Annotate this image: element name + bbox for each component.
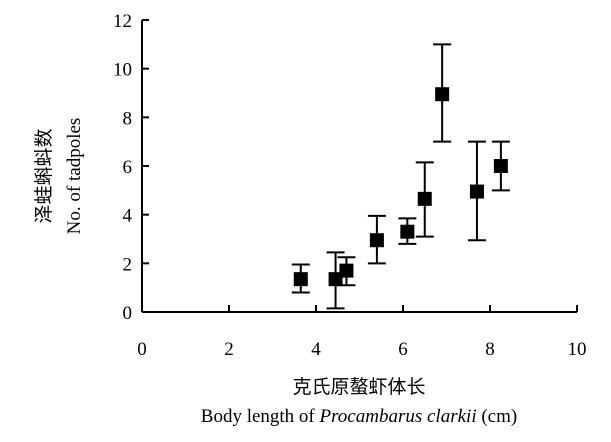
y-tick-label: 10: [113, 60, 132, 81]
x-tick-label: 6: [398, 339, 408, 360]
ticks: 0 2 4 6 8 10 12 0 2 4 6 8 10: [113, 11, 587, 360]
y-tick-label: 6: [123, 157, 133, 178]
x-axis-title-species: Procambarus clarkii: [319, 406, 477, 427]
markers: [293, 87, 508, 287]
x-axis-title-english: Body length of Procambarus clarkii (cm): [201, 406, 517, 427]
data-point: [339, 263, 354, 278]
x-tick-label: 8: [485, 339, 495, 360]
x-tick-label: 10: [568, 339, 587, 360]
data-point: [369, 233, 384, 248]
data-point: [328, 272, 343, 287]
x-axis-title-chinese: 克氏原螯虾体长: [292, 376, 425, 398]
y-tick-label: 0: [123, 303, 133, 324]
data-point: [417, 191, 432, 206]
data-point: [400, 224, 415, 239]
data-point: [493, 159, 508, 173]
x-axis-title-suffix: (cm): [477, 406, 518, 427]
data-point: [469, 184, 484, 199]
axes: [141, 20, 577, 313]
x-tick-label: 4: [311, 339, 321, 360]
x-tick-label: 2: [224, 339, 234, 360]
x-axis-title-prefix: Body length of: [201, 406, 320, 427]
x-tick-label: 0: [137, 339, 147, 360]
data-point: [435, 87, 450, 102]
y-tick-label: 2: [123, 254, 133, 275]
y-axis-title-chinese: 泽蛙蝌蚪数: [33, 128, 55, 223]
data-point: [293, 272, 308, 287]
error-bars: [291, 43, 510, 310]
y-tick-label: 12: [113, 11, 132, 32]
y-tick-label: 8: [123, 108, 133, 129]
y-axis-title-english: No. of tadpoles: [64, 118, 85, 235]
y-tick-label: 4: [123, 206, 133, 227]
